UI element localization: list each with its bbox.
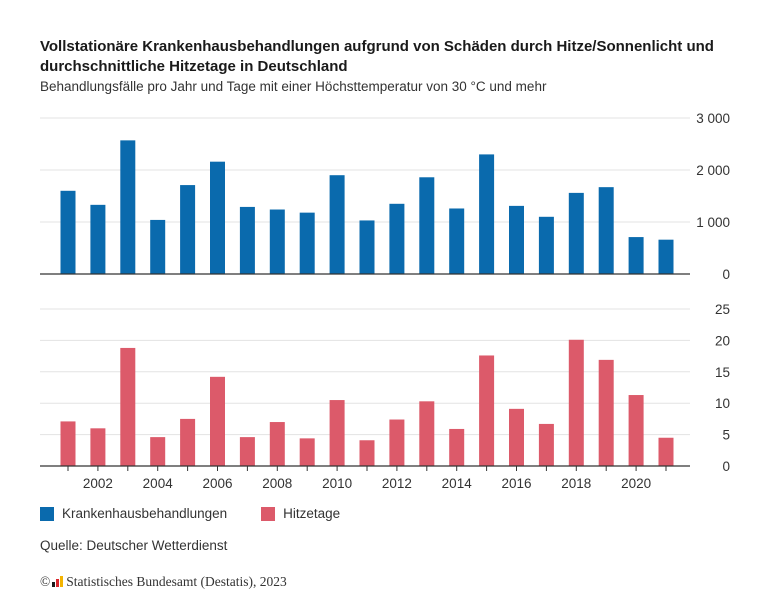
copyright-note: © Statistisches Bundesamt (Destatis), 20… [40, 574, 287, 590]
bar-treatments-2011 [359, 220, 375, 274]
bar-treatments-2020 [628, 237, 644, 274]
x-tick-label: 2018 [561, 476, 591, 491]
chart-canvas: 0 1 000 2 000 3 000 0 5 10 15 20 25 2002 2004 2006 20… [40, 111, 730, 491]
x-tick-label: 2004 [143, 476, 174, 491]
bar-heatdays-2008 [269, 422, 285, 466]
legend: Krankenhausbehandlungen Hitzetage [40, 506, 374, 521]
bar-treatments-2010 [329, 175, 345, 274]
bar-treatments-2017 [538, 216, 554, 274]
copyright-text: Statistisches Bundesamt (Destatis), 2023 [66, 574, 287, 589]
x-tick-label: 2014 [442, 476, 473, 491]
y-tick-label-heatdays: 25 [715, 302, 730, 317]
bar-heatdays-2005 [180, 418, 196, 466]
bar-heatdays-2018 [568, 339, 584, 466]
legend-swatch-heatdays [261, 506, 276, 521]
y-tick-label-heatdays: 20 [715, 333, 730, 348]
bar-treatments-2005 [180, 185, 196, 274]
legend-label-heatdays: Hitzetage [283, 506, 341, 521]
bar-heatdays-2021 [658, 437, 674, 466]
destatis-logo-icon [52, 576, 64, 588]
bar-heatdays-2006 [210, 376, 225, 466]
bar-treatments-2018 [568, 192, 584, 274]
bar-treatments-2006 [210, 161, 225, 274]
bar-heatdays-2004 [150, 437, 166, 466]
x-tick-label: 2020 [621, 476, 651, 491]
legend-swatch-treatments [40, 506, 54, 521]
x-tick-label: 2008 [262, 476, 292, 491]
bar-treatments-2013 [419, 177, 435, 274]
bar-treatments-2002 [90, 204, 106, 274]
y-tick-label-heatdays: 15 [715, 365, 730, 380]
bar-treatments-2014 [449, 208, 465, 274]
bar-heatdays-2011 [359, 440, 375, 466]
bar-treatments-2001 [60, 190, 76, 274]
bar-heatdays-2009 [299, 438, 315, 466]
y-tick-label-treatments: 2 000 [696, 163, 730, 178]
bar-heatdays-2019 [598, 359, 614, 466]
bar-heatdays-2002 [90, 428, 106, 466]
bar-heatdays-2003 [120, 347, 136, 466]
x-tick-label: 2010 [322, 476, 352, 491]
y-tick-label-heatdays: 5 [722, 428, 730, 443]
bar-heatdays-2016 [509, 408, 524, 466]
chart-title: Vollstationäre Krankenhausbehandlungen a… [40, 38, 714, 75]
y-tick-label-heatdays: 10 [715, 396, 730, 411]
y-tick-label-heatdays: 0 [722, 459, 730, 474]
bar-treatments-2015 [479, 154, 495, 274]
bar-treatments-2009 [299, 212, 315, 274]
x-tick-label: 2006 [202, 476, 232, 491]
bar-heatdays-2001 [60, 421, 76, 466]
bar-treatments-2012 [389, 203, 405, 274]
copyright-symbol: © [40, 574, 51, 589]
bar-heatdays-2014 [449, 428, 465, 466]
bar-heatdays-2013 [419, 401, 435, 466]
x-tick-label: 2002 [83, 476, 113, 491]
legend-item-heatdays: Hitzetage [261, 506, 340, 521]
bar-heatdays-2012 [389, 419, 405, 466]
chart-subtitle: Behandlungsfälle pro Jahr und Tage mit e… [40, 79, 547, 94]
bar-heatdays-2015 [479, 355, 495, 466]
bar-heatdays-2010 [329, 400, 345, 466]
bar-treatments-2019 [598, 187, 614, 274]
bar-treatments-2004 [150, 219, 166, 274]
bar-heatdays-2017 [538, 423, 554, 466]
y-tick-label-treatments: 1 000 [696, 215, 730, 230]
bar-heatdays-2020 [628, 395, 644, 466]
x-tick-label: 2016 [501, 476, 531, 491]
legend-item-treatments: Krankenhausbehandlungen [40, 506, 227, 521]
y-tick-label-treatments: 0 [722, 267, 730, 282]
legend-label-treatments: Krankenhausbehandlungen [62, 506, 228, 521]
bar-treatments-2016 [509, 205, 524, 274]
bar-treatments-2007 [239, 206, 255, 274]
bar-treatments-2003 [120, 140, 136, 274]
bar-treatments-2008 [269, 209, 285, 274]
x-tick-label: 2012 [382, 476, 412, 491]
source-note: Quelle: Deutscher Wetterdienst [40, 538, 228, 553]
bar-heatdays-2007 [239, 437, 255, 466]
y-tick-label-treatments: 3 000 [696, 111, 730, 126]
bar-treatments-2021 [658, 239, 674, 274]
